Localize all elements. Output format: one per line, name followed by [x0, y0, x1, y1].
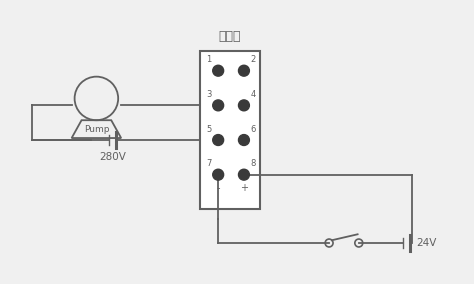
Text: 8: 8 [250, 159, 256, 168]
Text: 5: 5 [207, 125, 212, 133]
Bar [201, 51, 260, 209]
Text: 24V: 24V [416, 238, 437, 248]
Circle shape [213, 135, 224, 145]
Text: +: + [240, 183, 248, 193]
Text: -: - [217, 183, 220, 193]
Text: 7: 7 [206, 159, 212, 168]
Text: 6: 6 [250, 125, 256, 133]
Text: 2: 2 [250, 55, 255, 64]
Circle shape [213, 65, 224, 76]
Text: 3: 3 [206, 90, 212, 99]
Circle shape [238, 169, 249, 180]
Circle shape [213, 169, 224, 180]
Circle shape [238, 100, 249, 111]
Text: Pump: Pump [83, 125, 109, 134]
Circle shape [238, 65, 249, 76]
Circle shape [238, 135, 249, 145]
Circle shape [213, 100, 224, 111]
Text: 280V: 280V [99, 152, 126, 162]
Text: 继电器: 继电器 [219, 30, 241, 43]
Text: 1: 1 [207, 55, 212, 64]
Text: 4: 4 [250, 90, 255, 99]
